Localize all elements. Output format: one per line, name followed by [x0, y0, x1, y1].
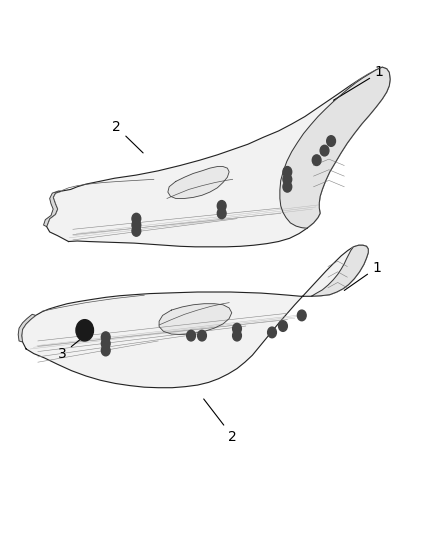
- Circle shape: [132, 213, 141, 224]
- Circle shape: [76, 320, 93, 341]
- Circle shape: [197, 330, 206, 341]
- Circle shape: [101, 332, 110, 343]
- Circle shape: [132, 225, 141, 236]
- Polygon shape: [279, 67, 389, 228]
- Polygon shape: [43, 191, 62, 227]
- Polygon shape: [18, 314, 35, 342]
- Circle shape: [217, 200, 226, 211]
- Text: 2: 2: [203, 399, 237, 443]
- Text: 2: 2: [112, 120, 143, 153]
- Polygon shape: [21, 245, 367, 387]
- Circle shape: [232, 330, 241, 341]
- Circle shape: [101, 345, 110, 356]
- Circle shape: [267, 327, 276, 338]
- Circle shape: [283, 174, 291, 184]
- Circle shape: [297, 310, 305, 321]
- Circle shape: [319, 146, 328, 156]
- Circle shape: [186, 330, 195, 341]
- Text: 3: 3: [57, 335, 86, 361]
- Polygon shape: [167, 166, 229, 198]
- Polygon shape: [311, 245, 367, 296]
- Circle shape: [132, 220, 141, 230]
- Circle shape: [278, 321, 287, 332]
- Circle shape: [326, 136, 335, 147]
- Text: 1: 1: [343, 261, 381, 290]
- Circle shape: [232, 324, 241, 334]
- Polygon shape: [46, 67, 389, 247]
- Circle shape: [283, 181, 291, 192]
- Circle shape: [311, 155, 320, 165]
- Text: 1: 1: [333, 66, 383, 100]
- Circle shape: [283, 166, 291, 177]
- Circle shape: [217, 208, 226, 219]
- Circle shape: [101, 338, 110, 349]
- Polygon shape: [159, 304, 231, 335]
